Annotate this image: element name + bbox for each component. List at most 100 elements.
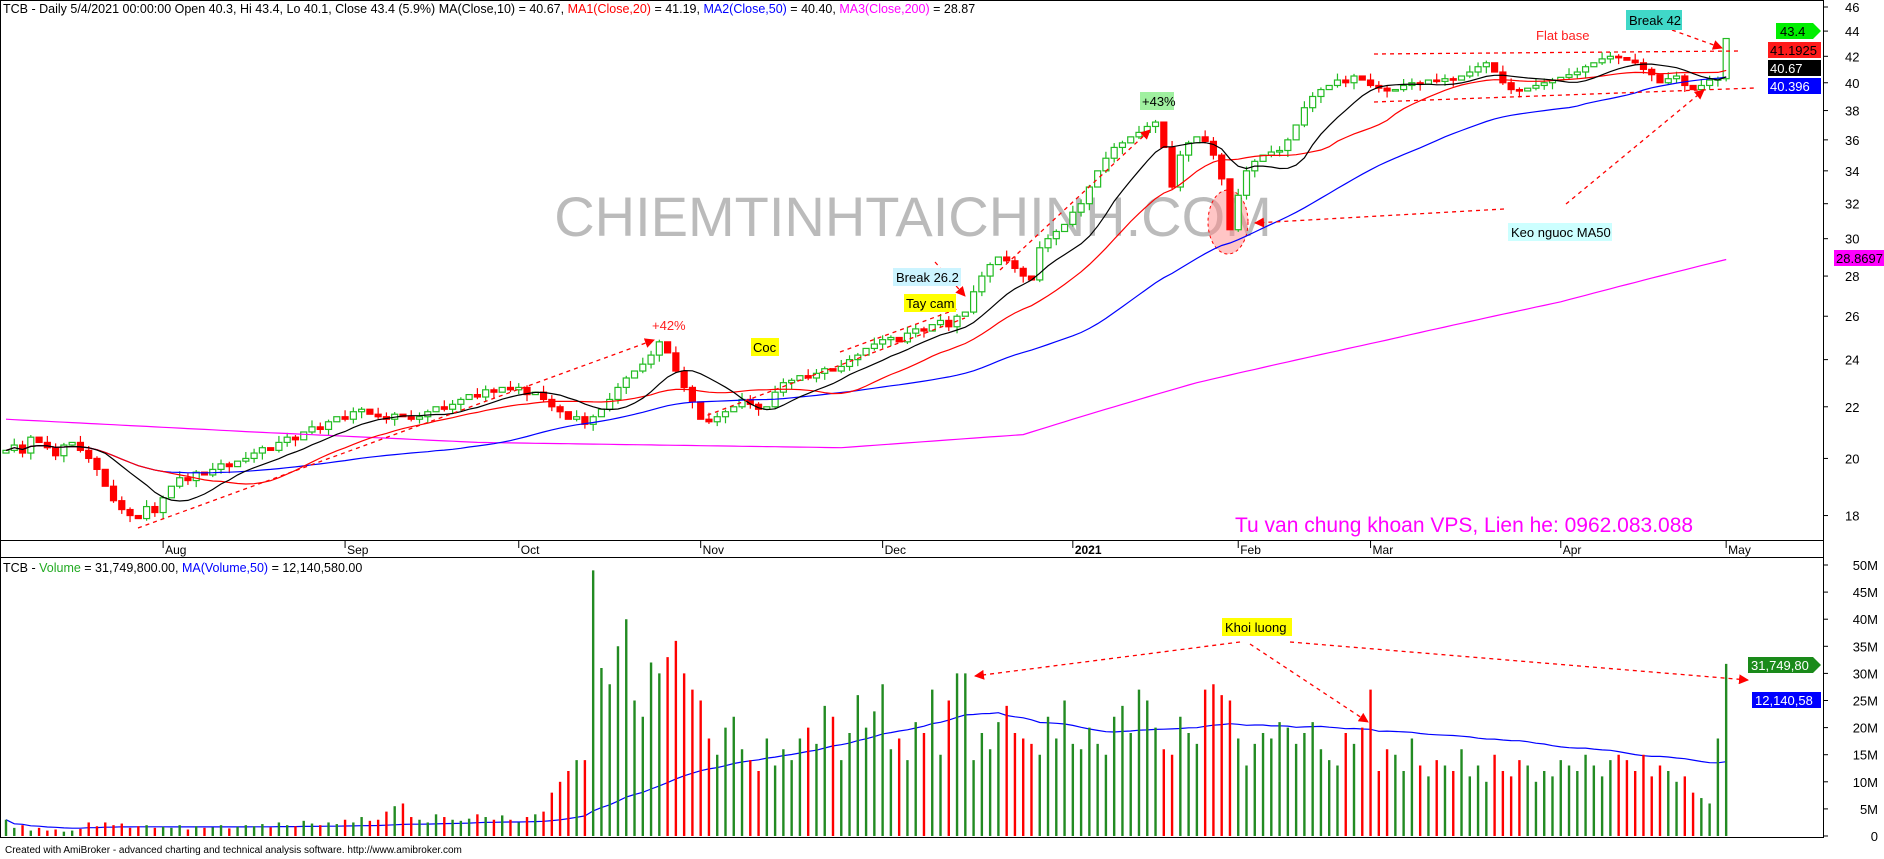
- candle-up: [424, 411, 432, 418]
- candle-up: [821, 368, 829, 374]
- candle-up: [167, 485, 175, 499]
- annotation-plus43: +43%: [1142, 94, 1176, 109]
- candle-up: [1036, 247, 1044, 281]
- candle-down: [1449, 78, 1457, 81]
- ma200-label: MA3(Close,200): [839, 2, 929, 16]
- candle-down: [407, 416, 415, 420]
- price-tick-label: 40: [1845, 76, 1859, 91]
- candle-up: [1325, 84, 1333, 91]
- candle-up: [1590, 62, 1598, 68]
- candle-up: [1193, 136, 1201, 144]
- candle-up: [349, 411, 357, 420]
- ma50-pullback-line: [1254, 208, 1505, 228]
- volume-tick-label: 15M: [1853, 748, 1878, 763]
- candle-up: [1151, 121, 1160, 128]
- candle-up: [68, 441, 76, 446]
- ma20-label: MA1(Close,20): [568, 2, 651, 16]
- candle-up: [837, 365, 845, 372]
- candle-up: [176, 477, 184, 487]
- candle-down: [705, 418, 713, 423]
- candle-up: [1060, 223, 1069, 233]
- candle-up: [1275, 149, 1284, 153]
- candle-up: [233, 460, 242, 468]
- candle-up: [1391, 88, 1399, 92]
- ma10-line: [5, 63, 1727, 502]
- candle-down: [1515, 88, 1524, 92]
- candle-up: [788, 379, 796, 384]
- annotation-khoi-luong: Khoi luong: [1225, 620, 1286, 635]
- candle-up: [465, 393, 473, 401]
- time-tick-label: Nov: [703, 543, 724, 557]
- candle-down: [1433, 79, 1441, 83]
- candle-up: [597, 408, 606, 418]
- candle-down: [680, 370, 688, 389]
- candle-up: [1069, 211, 1077, 226]
- volume-tag-bg: [1748, 657, 1821, 673]
- candle-down: [548, 398, 556, 408]
- candle-up: [498, 386, 506, 393]
- volume-tick-label: 10M: [1853, 775, 1878, 790]
- candle-up: [1400, 84, 1408, 91]
- time-tick-label: Feb: [1240, 543, 1261, 557]
- candle-up: [1606, 55, 1614, 60]
- candle-down: [1507, 82, 1515, 91]
- candle-up: [812, 372, 821, 379]
- candle-up: [308, 426, 316, 433]
- candle-down: [1499, 71, 1507, 84]
- price-tick-label: 36: [1845, 133, 1859, 148]
- candle-up: [879, 339, 887, 345]
- candle-up: [258, 447, 266, 454]
- candle-down: [341, 416, 349, 420]
- uptrend-line-42: [137, 338, 655, 529]
- candle-down: [366, 408, 374, 415]
- volume-tick-label: 20M: [1853, 721, 1878, 736]
- time-tick-label: Apr: [1563, 543, 1582, 557]
- candle-up: [986, 263, 994, 277]
- candle-up: [1482, 62, 1490, 68]
- candle-up: [1284, 139, 1292, 152]
- price-tick-label: 26: [1845, 309, 1859, 324]
- price-tick-label: 46: [1845, 0, 1859, 15]
- ma10-label: MA(Close,10): [439, 2, 515, 16]
- candle-down: [506, 386, 515, 391]
- flat-base-top: [1373, 50, 1741, 55]
- candle-down: [43, 441, 51, 449]
- candle-down: [564, 411, 572, 420]
- candle-up: [1309, 95, 1317, 109]
- candle-down: [291, 436, 300, 441]
- time-tick-label: May: [1728, 543, 1751, 557]
- candle-up: [192, 471, 200, 482]
- candle-up: [1441, 78, 1449, 82]
- candle-up: [1143, 125, 1151, 133]
- price-tick-label: 30: [1845, 232, 1859, 247]
- volume-panel[interactable]: [0, 557, 1824, 838]
- candle-up: [630, 370, 639, 379]
- volume-label: Volume: [39, 561, 81, 575]
- candle-up: [928, 324, 936, 332]
- ma50-value: = 40.40,: [787, 2, 839, 16]
- candle-down: [1648, 68, 1656, 76]
- candle-up: [1424, 79, 1433, 85]
- candle-up: [1474, 66, 1482, 73]
- ma50-second-pullback-arrow: [1565, 89, 1705, 205]
- candle-up: [1706, 79, 1714, 87]
- ma50-label: MA2(Close,50): [703, 2, 786, 16]
- candle-down: [1168, 146, 1176, 188]
- candle-up: [1185, 142, 1193, 156]
- candle-down: [118, 500, 126, 511]
- candle-up: [333, 416, 341, 423]
- uptrend-line-43: [999, 129, 1151, 271]
- candle-up: [275, 441, 283, 451]
- candle-down: [1681, 75, 1689, 87]
- volume-tick-label: 35M: [1853, 639, 1878, 654]
- candle-up: [1573, 71, 1581, 76]
- ma20-tag: 41.1925: [1770, 43, 1817, 58]
- candle-down: [1218, 154, 1226, 180]
- close-tag: 43.4: [1780, 24, 1805, 39]
- ma10-value: = 40.67,: [515, 2, 567, 16]
- candle-up: [1581, 66, 1590, 73]
- volume-tick-label: 45M: [1853, 585, 1878, 600]
- candle-up: [324, 421, 333, 431]
- candle-up: [1333, 79, 1342, 87]
